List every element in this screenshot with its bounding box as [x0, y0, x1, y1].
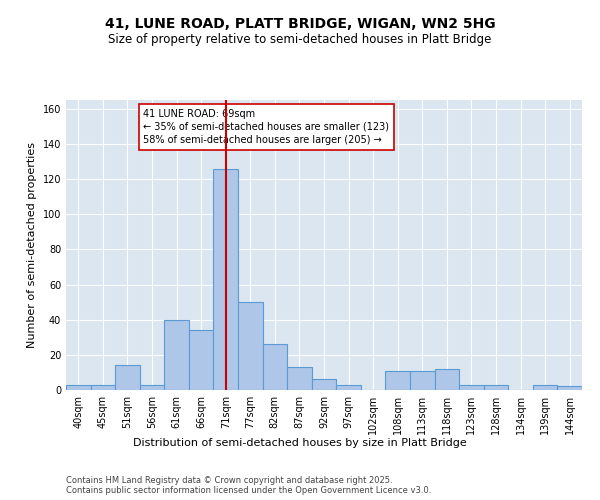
Y-axis label: Number of semi-detached properties: Number of semi-detached properties: [27, 142, 37, 348]
Bar: [115, 366, 140, 390]
Bar: [533, 384, 557, 390]
Text: 41 LUNE ROAD: 69sqm
← 35% of semi-detached houses are smaller (123)
58% of semi-: 41 LUNE ROAD: 69sqm ← 35% of semi-detach…: [143, 108, 389, 145]
Bar: [214, 168, 238, 390]
Bar: [336, 384, 361, 390]
Bar: [434, 369, 459, 390]
Bar: [263, 344, 287, 390]
Text: Size of property relative to semi-detached houses in Platt Bridge: Size of property relative to semi-detach…: [109, 32, 491, 46]
Bar: [91, 384, 115, 390]
Bar: [459, 384, 484, 390]
Bar: [410, 370, 434, 390]
Bar: [312, 380, 336, 390]
Bar: [385, 370, 410, 390]
Text: 41, LUNE ROAD, PLATT BRIDGE, WIGAN, WN2 5HG: 41, LUNE ROAD, PLATT BRIDGE, WIGAN, WN2 …: [104, 18, 496, 32]
Bar: [66, 384, 91, 390]
Bar: [189, 330, 214, 390]
Bar: [238, 302, 263, 390]
Text: Distribution of semi-detached houses by size in Platt Bridge: Distribution of semi-detached houses by …: [133, 438, 467, 448]
Bar: [164, 320, 189, 390]
Bar: [287, 367, 312, 390]
Bar: [140, 384, 164, 390]
Bar: [557, 386, 582, 390]
Bar: [484, 384, 508, 390]
Text: Contains HM Land Registry data © Crown copyright and database right 2025.
Contai: Contains HM Land Registry data © Crown c…: [66, 476, 431, 495]
